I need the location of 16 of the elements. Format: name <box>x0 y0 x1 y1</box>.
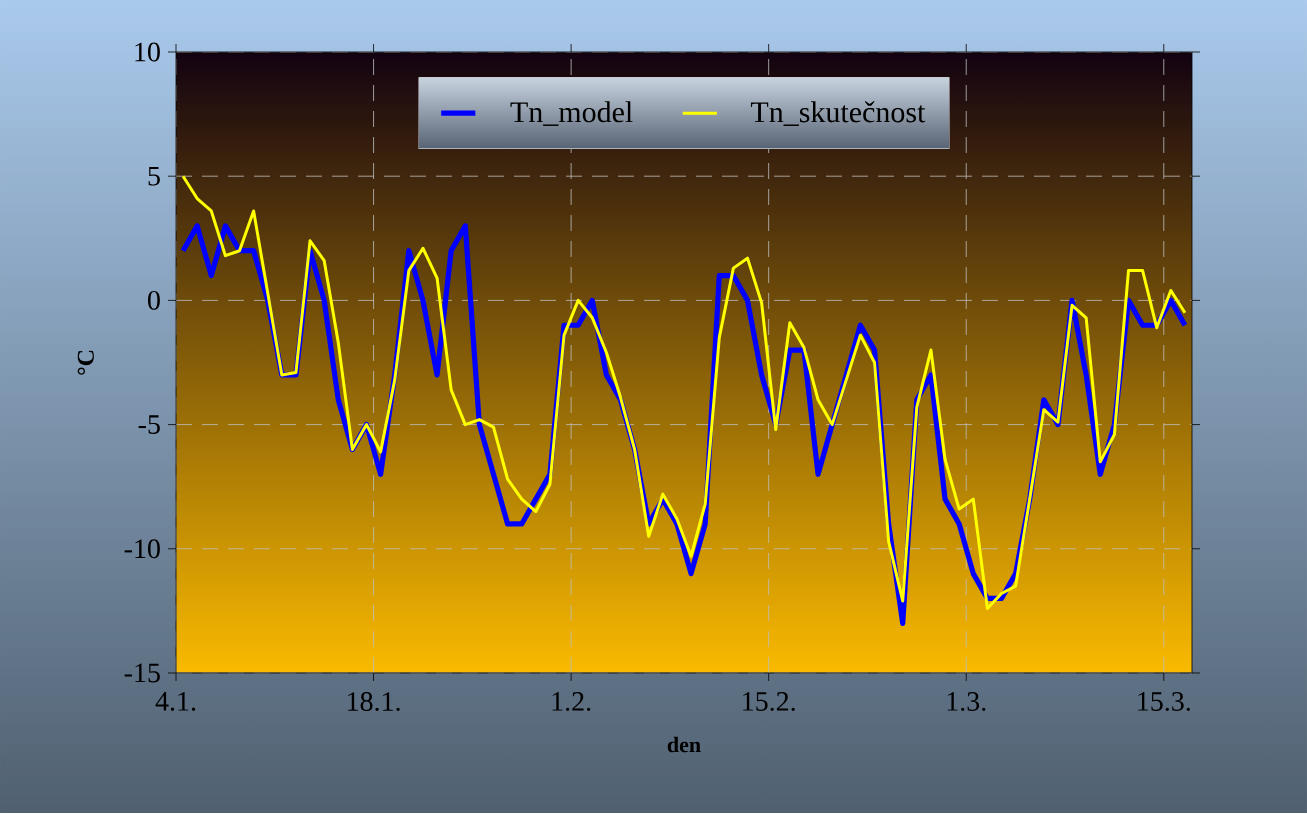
y-tick-label: -10 <box>124 539 160 559</box>
x-axis-title: den <box>667 736 701 753</box>
y-axis-title: °C <box>77 350 94 375</box>
x-tick-label: 18.1. <box>348 692 400 712</box>
y-tick-label: 5 <box>148 166 160 186</box>
x-tick-label: 15.3. <box>1138 692 1190 711</box>
legend-label: Tn_skutečnost <box>750 101 926 126</box>
x-tick-label: 4.1. <box>155 692 196 711</box>
legend-label: Tn_model <box>510 101 633 126</box>
y-tick-label: -15 <box>124 663 160 683</box>
y-tick-label: 0 <box>148 290 160 310</box>
x-tick-label: 1.2. <box>552 692 591 711</box>
y-tick-label: -5 <box>138 415 160 434</box>
y-tick-label: 10 <box>135 42 160 62</box>
x-tick-label: 1.3. <box>947 692 986 711</box>
x-tick-label: 15.2. <box>743 692 795 711</box>
